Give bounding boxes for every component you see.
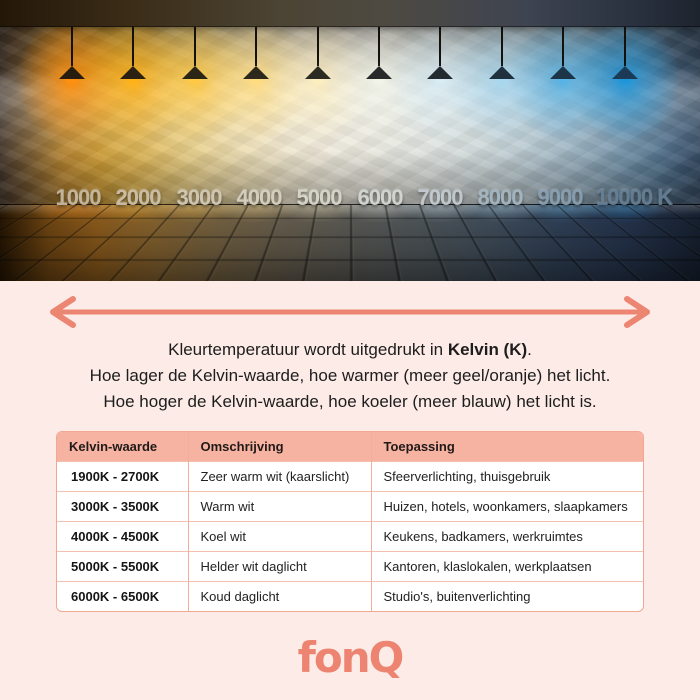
explainer-line-3: Hoe hoger de Kelvin-waarde, hoe koeler (…: [103, 392, 597, 411]
info-panel: Kleurtemperatuur wordt uitgedrukt in Kel…: [0, 281, 700, 700]
kelvin-value-label: 10000 K: [595, 185, 673, 210]
lamp-shade: [612, 66, 638, 79]
photo-ceiling: [0, 0, 700, 27]
explainer-text: Kleurtemperatuur wordt uitgedrukt in Kel…: [0, 337, 700, 415]
table-header-row: Kelvin-waarde Omschrijving Toepassing: [57, 432, 643, 462]
kelvin-value-label: 9000: [537, 185, 584, 210]
lamp-cord: [255, 24, 257, 66]
pendant-lamp: [550, 20, 576, 83]
explainer-line-1-post: .: [527, 340, 532, 359]
pendant-lamp: [120, 20, 146, 83]
photo-wall: [0, 0, 700, 205]
kelvin-lamps-photo: 1000 2000 3000 4000 5000 6000 7000 8000 9000 1000…: [0, 0, 700, 281]
kelvin-value-label: 6000: [357, 185, 404, 210]
pendant-lamp: [182, 20, 208, 83]
kelvin-table-wrap: Kelvin-waarde Omschrijving Toepassing 1900…: [56, 431, 644, 612]
table-cell: Koud daglicht: [187, 581, 371, 611]
pendant-lamp: [305, 20, 331, 83]
lamp-shade: [305, 66, 331, 79]
table-cell: Kantoren, klaslokalen, werkplaatsen: [370, 551, 643, 582]
pendant-lamp: [489, 20, 515, 83]
lamp-shade: [489, 66, 515, 79]
table-cell: 3000K - 3500K: [57, 491, 188, 522]
table-cell: Huizen, hotels, woonkamers, slaapkamers: [370, 491, 643, 522]
lamp-cord: [562, 24, 564, 66]
lamp-shade: [366, 66, 392, 79]
lamp-cord: [439, 24, 441, 66]
lamp-cord: [317, 24, 319, 66]
kelvin-table-body: 1900K - 2700K Zeer warm wit (kaarslicht) S…: [57, 461, 643, 611]
table-header-cell: Toepassing: [370, 432, 643, 462]
kelvin-value-label: 5000: [296, 185, 343, 210]
fonq-logo: fonQ: [297, 633, 405, 682]
table-cell: 6000K - 6500K: [57, 581, 188, 611]
pendant-lamp: [427, 20, 453, 83]
table-header-cell: Kelvin-waarde: [57, 432, 188, 462]
table-cell: Keukens, badkamers, werkruimtes: [370, 521, 643, 552]
temperature-range-arrow: [40, 281, 660, 330]
table-row: 3000K - 3500K Warm wit Huizen, hotels, woo…: [57, 491, 643, 522]
pendant-lamp: [366, 20, 392, 83]
table-cell: Koel wit: [187, 521, 371, 552]
table-row: 1900K - 2700K Zeer warm wit (kaarslicht) S…: [57, 461, 643, 492]
table-cell: Sfeerverlichting, thuisgebruik: [370, 461, 643, 492]
kelvin-value-label: 8000: [477, 185, 524, 210]
kelvin-value-label: 7000: [417, 185, 464, 210]
table-row: 4000K - 4500K Koel wit Keukens, badkamers,…: [57, 521, 643, 552]
kelvin-value-label: 3000: [176, 185, 223, 210]
table-cell: Zeer warm wit (kaarslicht): [187, 461, 371, 492]
lamp-shade: [427, 66, 453, 79]
lamp-shade: [120, 66, 146, 79]
double-arrow-icon: [50, 296, 650, 328]
lamp-cord: [132, 24, 134, 66]
lamp-cord: [71, 24, 73, 66]
table-cell: Studio's, buitenverlichting: [370, 581, 643, 611]
lamp-cord: [624, 24, 626, 66]
kelvin-table-head: Kelvin-waarde Omschrijving Toepassing: [57, 432, 643, 462]
pendant-lamp: [59, 20, 85, 83]
lamp-shade: [182, 66, 208, 79]
table-row: 5000K - 5500K Helder wit daglicht Kantoren…: [57, 551, 643, 582]
lamp-shade: [59, 66, 85, 79]
table-cell: 1900K - 2700K: [57, 461, 188, 492]
photo-floor: [0, 204, 700, 281]
table-cell: 4000K - 4500K: [57, 521, 188, 552]
lamp-cord: [501, 24, 503, 66]
lamp-shade: [243, 66, 269, 79]
explainer-line-2: Hoe lager de Kelvin-waarde, hoe warmer (…: [89, 366, 611, 385]
lamp-cord: [378, 24, 380, 66]
pendant-lamp: [612, 20, 638, 83]
lamp-shade: [550, 66, 576, 79]
kelvin-value-label: 4000: [236, 185, 283, 210]
pendant-lamp: [243, 20, 269, 83]
table-header-cell: Omschrijving: [187, 432, 371, 462]
table-cell: 5000K - 5500K: [57, 551, 188, 582]
explainer-line-1-pre: Kleurtemperatuur wordt uitgedrukt in: [168, 340, 448, 359]
kelvin-value-label: 1000: [55, 185, 102, 210]
explainer-line-1: Kleurtemperatuur wordt uitgedrukt in Kel…: [0, 337, 700, 363]
lamp-cord: [194, 24, 196, 66]
kelvin-value-label: 2000: [115, 185, 162, 210]
table-row: 6000K - 6500K Koud daglicht Studio's, buit…: [57, 581, 643, 611]
table-cell: Warm wit: [187, 491, 371, 522]
table-cell: Helder wit daglicht: [187, 551, 371, 582]
explainer-kelvin-bold: Kelvin (K): [447, 340, 528, 359]
kelvin-table: Kelvin-waarde Omschrijving Toepassing 1900…: [57, 432, 643, 611]
